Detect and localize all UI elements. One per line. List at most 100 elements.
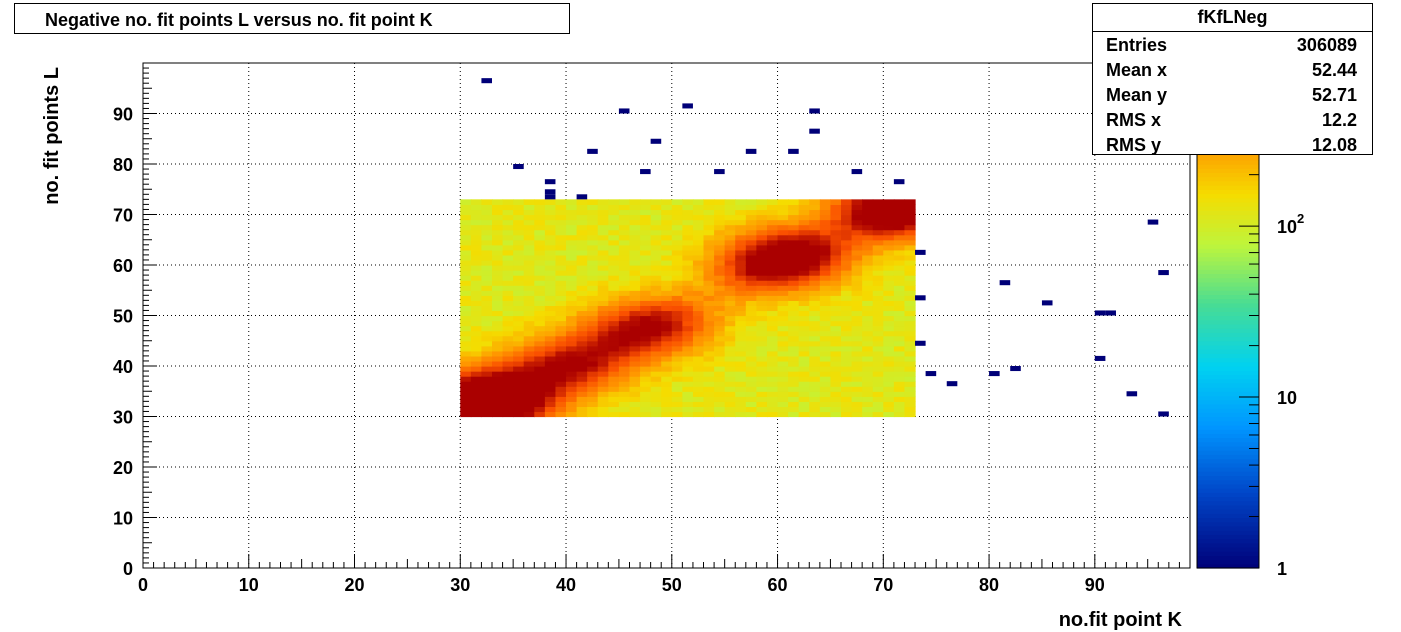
heatmap-cell [766, 325, 779, 332]
heatmap-cell [492, 199, 504, 205]
heatmap-cell [851, 310, 863, 317]
heatmap-cell [523, 330, 535, 337]
heatmap-cell [544, 229, 557, 236]
heatmap-cell [661, 280, 673, 286]
heatmap-cell [714, 366, 726, 372]
heatmap-cell [597, 300, 609, 306]
heatmap-cell [682, 290, 694, 296]
heatmap-cell [830, 335, 842, 342]
heatmap-cell [544, 381, 557, 387]
heatmap-cell [851, 219, 863, 226]
palette-band [1197, 525, 1259, 531]
stats-value: 12.2 [1321, 110, 1357, 130]
y-tick-label: 60 [113, 256, 133, 276]
heatmap-cell [788, 371, 800, 377]
heatmap-cell [788, 386, 800, 392]
heatmap-cell [883, 401, 895, 407]
palette-band [1197, 239, 1259, 245]
heatmap-cell [798, 224, 810, 231]
heatmap-cell [523, 254, 535, 261]
heatmap-cell [862, 300, 874, 306]
heatmap-cell [566, 234, 578, 241]
heatmap-cell [819, 224, 832, 231]
heatmap-cell [566, 259, 578, 266]
heatmap-cell [862, 280, 874, 286]
heatmap-cell [460, 290, 472, 296]
heatmap-cell [745, 360, 757, 367]
heatmap-cell [841, 340, 853, 347]
heatmap-cell [872, 340, 884, 347]
heatmap-cell [513, 204, 525, 211]
heatmap-cell [523, 360, 535, 367]
heatmap-cell [608, 376, 620, 382]
heatmap-cell [629, 330, 641, 337]
palette-band [1197, 197, 1259, 203]
heatmap-cell [629, 214, 641, 221]
heatmap-cell [819, 396, 832, 402]
heatmap-cell [777, 376, 789, 382]
heatmap-cell [862, 310, 874, 317]
heatmap-cell [745, 295, 757, 301]
heatmap-cell [587, 295, 599, 301]
heatmap-cell [841, 305, 853, 312]
heatmap-cell [597, 401, 609, 407]
heatmap-cell [735, 411, 747, 418]
heatmap-cell [682, 391, 694, 397]
heatmap-cell [756, 239, 768, 246]
heatmap-cell [830, 305, 842, 312]
heatmap-cell [724, 396, 736, 402]
heatmap-cell [872, 295, 884, 301]
heatmap-cell [798, 401, 810, 407]
heatmap-cell [904, 209, 916, 216]
heatmap-cell [460, 355, 472, 362]
heatmap-cell [851, 320, 863, 327]
heatmap-cell [724, 285, 736, 291]
heatmap-cell [576, 401, 588, 407]
heatmap-cell [534, 411, 546, 418]
heatmap-cell [629, 310, 641, 317]
heatmap-cell [819, 406, 832, 413]
palette-band [1197, 387, 1259, 392]
heatmap-cell [555, 204, 567, 211]
heatmap-cell [756, 360, 768, 367]
heatmap-cell [692, 214, 705, 221]
heatmap-cell [618, 376, 631, 382]
heatmap-cell [893, 335, 906, 342]
heatmap-cell [661, 224, 673, 231]
heatmap-cell [777, 381, 789, 387]
palette-band [1197, 534, 1259, 540]
heatmap-cell [661, 244, 673, 251]
heatmap-cell [872, 355, 884, 362]
heatmap-cell [587, 371, 599, 377]
x-tick-label: 70 [873, 575, 893, 595]
heatmap-cell [597, 229, 609, 236]
heatmap-cell [809, 219, 821, 226]
heatmap-cell [544, 391, 557, 397]
heatmap-cell [513, 305, 525, 312]
heatmap-cell [523, 310, 535, 317]
heatmap-cell [745, 401, 757, 407]
heatmap-cell [618, 340, 631, 347]
heatmap-cell [883, 219, 895, 226]
heatmap-cell [745, 325, 757, 332]
heatmap-cell [756, 396, 768, 402]
heatmap-cell [872, 335, 884, 342]
heatmap-cell [777, 406, 789, 413]
heatmap-cell [566, 275, 578, 281]
heatmap-cell [470, 401, 483, 407]
heatmap-cell [872, 371, 884, 377]
heatmap-cell [661, 270, 673, 276]
heatmap-cell [523, 290, 535, 296]
heatmap-cell [555, 345, 567, 352]
heatmap-cell [777, 401, 789, 407]
palette-band [1197, 227, 1259, 232]
heatmap-cell [534, 325, 546, 332]
heatmap-cell [460, 224, 472, 231]
heatmap-cell [788, 355, 800, 362]
heatmap-cell [682, 386, 694, 392]
heatmap-cell [608, 335, 620, 342]
palette-band [1197, 429, 1259, 434]
heatmap-cell [788, 249, 800, 256]
heatmap-cell [597, 340, 609, 347]
heatmap-cell [798, 371, 810, 377]
